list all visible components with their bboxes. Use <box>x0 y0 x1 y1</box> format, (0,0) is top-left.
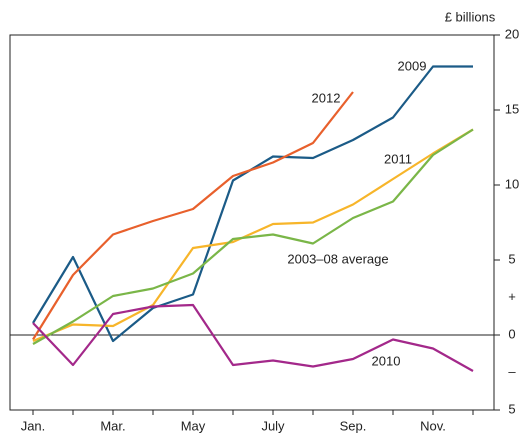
y-tick-label: 15 <box>505 101 519 116</box>
series-line <box>32 128 474 345</box>
series-line <box>32 303 474 372</box>
y-axis-label: £ billions <box>445 9 496 24</box>
series-label: 2009 <box>398 58 427 73</box>
plot-area <box>9 34 495 411</box>
y-tick-label: 5 <box>508 401 515 416</box>
y-tick-label: 20 <box>505 26 519 41</box>
x-tick-label: Sep. <box>340 418 367 433</box>
x-tick-label: Nov. <box>420 418 446 433</box>
x-tick-label: July <box>261 418 285 433</box>
series-line <box>32 91 354 341</box>
series-label: 2012 <box>312 90 341 105</box>
x-tick-label: Jan. <box>21 418 46 433</box>
series-label: 2011 <box>384 151 412 166</box>
y-tick-label: 10 <box>505 176 519 191</box>
x-tick-label: May <box>181 418 206 433</box>
y-tick-label: 0 <box>508 326 515 341</box>
series-line <box>32 128 474 343</box>
y-tick-label: + <box>508 289 516 304</box>
y-tick-label: 5 <box>508 251 515 266</box>
x-tick-label: Mar. <box>100 418 125 433</box>
y-tick-label: – <box>508 364 516 379</box>
series-label: 2010 <box>372 353 401 368</box>
series-label: 2003–08 average <box>287 251 388 266</box>
